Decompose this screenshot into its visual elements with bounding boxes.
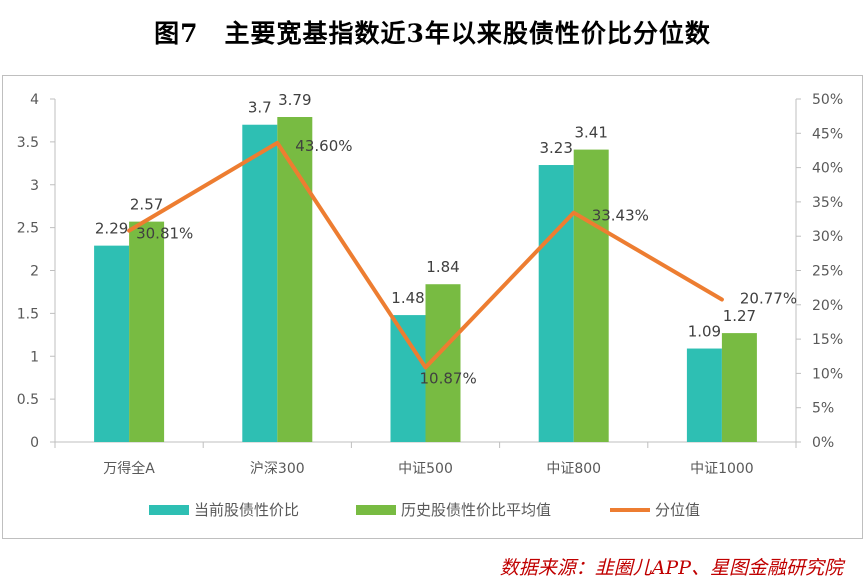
x-tick-label: 万得全A: [103, 460, 155, 477]
bar-history: [129, 221, 165, 442]
left-tick-label: 3.5: [17, 135, 39, 151]
percentile-label: 20.77%: [740, 290, 797, 308]
chart-frame: [2, 75, 863, 539]
right-tick-label: 5%: [812, 401, 834, 417]
legend-label: 当前股债性价比: [194, 501, 299, 519]
percentile-point: [721, 299, 723, 301]
right-tick-label: 20%: [812, 298, 843, 314]
bar-history-label: 1.27: [723, 307, 756, 325]
bar-history-label: 3.79: [278, 91, 311, 109]
bar-history: [721, 333, 757, 442]
bar-current-label: 1.09: [688, 323, 721, 341]
bar-current: [686, 348, 722, 442]
legend-label: 分位值: [655, 501, 700, 519]
left-tick-label: 2: [30, 264, 39, 280]
right-tick-label: 45%: [812, 126, 843, 142]
bar-current-label: 1.48: [391, 289, 424, 307]
left-tick-label: 0: [30, 435, 39, 451]
right-tick-label: 25%: [812, 264, 843, 280]
left-tick-label: 1.5: [17, 306, 39, 322]
legend-label: 历史股债性价比平均值: [401, 501, 551, 519]
bar-current: [538, 165, 574, 442]
bar-current-label: 3.23: [539, 139, 572, 157]
percentile-label: 10.87%: [420, 369, 477, 387]
right-tick-label: 0%: [812, 435, 834, 451]
legend-swatch: [356, 505, 396, 515]
right-tick-label: 10%: [812, 366, 843, 382]
bar-current: [390, 315, 426, 442]
legend-swatch: [149, 505, 189, 515]
left-tick-label: 3: [30, 178, 39, 194]
right-tick-label: 30%: [812, 229, 843, 245]
bar-history-label: 2.57: [130, 196, 163, 214]
left-tick-label: 0.5: [17, 392, 39, 408]
x-tick-label: 沪深300: [250, 461, 305, 477]
percentile-label: 30.81%: [136, 225, 193, 243]
percentile-label: 33.43%: [592, 207, 649, 225]
bar-current: [242, 124, 278, 442]
bar-history-label: 1.84: [426, 258, 459, 276]
left-tick-label: 1: [30, 349, 39, 365]
bar-history: [277, 117, 313, 442]
percentile-point: [425, 366, 426, 368]
left-tick-label: 2.5: [17, 221, 39, 237]
bar-current-label: 3.7: [248, 99, 272, 117]
percentile-point: [276, 142, 278, 144]
percentile-label: 43.60%: [295, 137, 352, 155]
right-tick-label: 40%: [812, 161, 843, 177]
x-tick-label: 中证500: [398, 461, 453, 477]
bar-history: [573, 149, 609, 442]
bar-current: [94, 245, 130, 442]
right-tick-label: 35%: [812, 195, 843, 211]
bar-history-label: 3.41: [574, 124, 607, 142]
x-tick-label: 中证1000: [690, 461, 754, 477]
percentile-point: [573, 212, 575, 214]
right-tick-label: 15%: [812, 332, 843, 348]
x-tick-label: 中证800: [546, 461, 601, 477]
percentile-point: [128, 230, 130, 232]
data-source-note: 数据来源：韭圈儿APP、星图金融研究院: [499, 557, 843, 579]
left-tick-label: 4: [30, 92, 39, 108]
bar-current-label: 2.29: [95, 220, 128, 238]
chart-title: 图7 主要宽基指数近3年以来股债性价比分位数: [154, 19, 711, 48]
right-tick-label: 50%: [812, 92, 843, 108]
